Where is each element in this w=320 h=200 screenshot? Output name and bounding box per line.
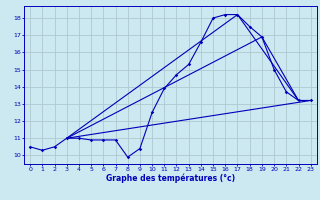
X-axis label: Graphe des températures (°c): Graphe des températures (°c) bbox=[106, 173, 235, 183]
